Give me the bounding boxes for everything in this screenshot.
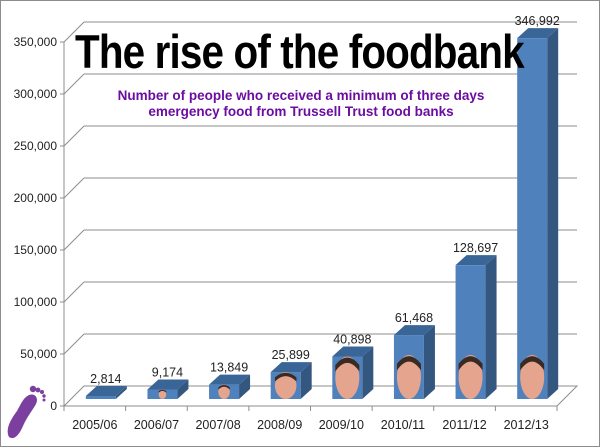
gridline-diagonal <box>63 177 85 199</box>
bar-side <box>115 386 127 399</box>
y-tick-label: 100,000 <box>14 295 58 309</box>
bar-top <box>209 374 251 385</box>
y-tick-label: 350,000 <box>14 35 58 49</box>
bar-side <box>423 325 435 399</box>
bar <box>517 28 559 399</box>
face-photo <box>335 356 360 399</box>
bar-side <box>362 346 374 399</box>
gridline-diagonal <box>63 73 85 95</box>
bar <box>393 325 435 399</box>
bar-top <box>393 325 435 336</box>
footprint-icon <box>7 385 46 439</box>
chart-title: The rise of the foodbank <box>75 25 525 78</box>
y-tick-label: 150,000 <box>14 243 58 257</box>
bar <box>270 362 312 400</box>
x-tick-label: 2009/10 <box>319 418 364 432</box>
bar <box>209 374 251 399</box>
data-label: 25,899 <box>272 348 310 362</box>
face-photo <box>158 389 167 399</box>
gridline-diagonal <box>63 281 85 303</box>
x-tick-label: 2007/08 <box>195 418 240 432</box>
data-label: 128,697 <box>453 241 498 255</box>
data-label: 61,468 <box>395 311 433 325</box>
face-hair <box>218 384 230 390</box>
gridline-diagonal <box>63 229 85 251</box>
bar-front <box>517 38 548 399</box>
x-tick-label: 2010/11 <box>381 418 425 432</box>
bar-front <box>85 396 116 399</box>
bar-side <box>300 362 312 399</box>
labels: 0 50,000 100,000 150,000 200,000 250,000 300,0… <box>14 14 560 432</box>
face-hair <box>458 356 483 371</box>
bars <box>85 28 559 400</box>
gridline-diagonal <box>63 333 85 355</box>
x-tick-label: 2008/09 <box>257 418 302 432</box>
face-hair <box>396 356 421 371</box>
face-photo <box>458 355 483 399</box>
data-label: 346,992 <box>515 14 560 28</box>
y-tick-label: 200,000 <box>14 191 58 205</box>
bar <box>332 346 374 399</box>
y-tick-label: 300,000 <box>14 87 58 101</box>
bar <box>85 386 127 399</box>
x-tick-label: 2012/13 <box>504 418 549 432</box>
y-tick-label: 50,000 <box>20 347 57 361</box>
face-photo <box>218 384 230 399</box>
bar-top <box>455 255 497 266</box>
face-photo <box>520 355 545 399</box>
face-hair <box>274 372 297 382</box>
y-tick-label: 250,000 <box>14 139 58 153</box>
bar-side <box>485 255 497 399</box>
data-label: 13,849 <box>210 361 248 375</box>
data-label: 40,898 <box>333 332 371 346</box>
bar-side <box>547 28 559 399</box>
face-hair <box>520 356 545 371</box>
gridline-diagonal <box>63 125 85 147</box>
x-tick-label: 2006/07 <box>134 418 179 432</box>
face-hair <box>335 357 360 372</box>
bar-side <box>177 379 189 399</box>
data-label: 2,814 <box>90 372 121 386</box>
bar-top <box>332 346 374 357</box>
bar-top <box>270 362 312 373</box>
bar-top <box>147 379 189 390</box>
bar-top <box>85 386 127 396</box>
face-hair <box>158 389 167 393</box>
gridline-diagonal <box>63 21 85 43</box>
chart-subtitle: Number of people who received a minimum … <box>117 88 485 119</box>
data-label: 9,174 <box>152 365 183 379</box>
bar <box>147 379 189 399</box>
bar-top <box>517 28 559 39</box>
gridlines <box>63 21 577 355</box>
x-tick-label: 2011/12 <box>442 418 486 432</box>
bar-side <box>239 374 251 399</box>
bar <box>455 255 497 399</box>
y-tick-label: 0 <box>50 399 57 413</box>
axes <box>60 41 579 411</box>
face-photo <box>274 372 297 400</box>
floor <box>62 385 579 407</box>
face-photo <box>396 355 421 399</box>
x-tick-label: 2005/06 <box>72 418 117 432</box>
